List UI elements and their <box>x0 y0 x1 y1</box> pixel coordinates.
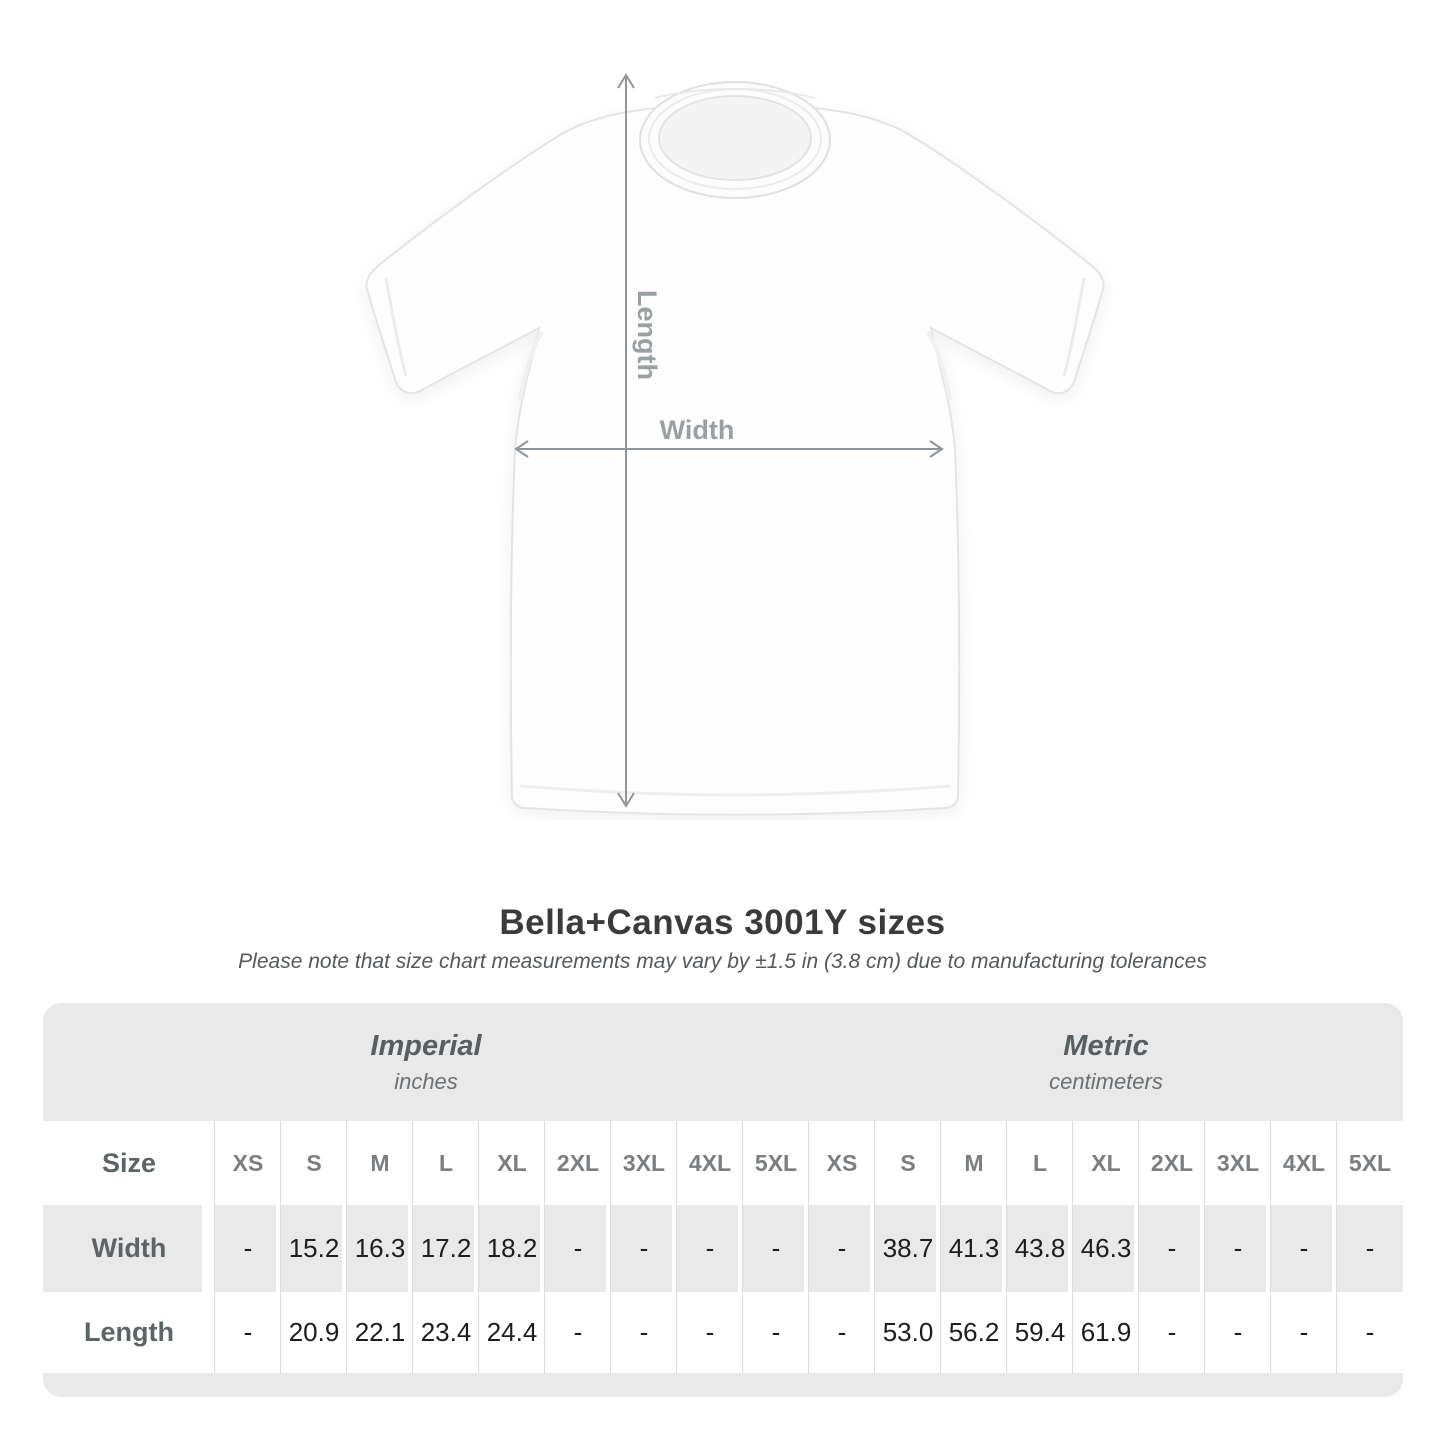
width-cell: 17.2 <box>413 1205 479 1292</box>
length-cell: - <box>1139 1292 1205 1373</box>
width-row-header: Width <box>43 1205 215 1292</box>
size-row-header: Size <box>43 1121 215 1205</box>
length-cell: - <box>809 1292 875 1373</box>
length-cell: - <box>545 1292 611 1373</box>
size-col-header: S <box>875 1121 941 1205</box>
length-cell: 23.4 <box>413 1292 479 1373</box>
width-cell: - <box>215 1205 281 1292</box>
size-col-header: 2XL <box>545 1121 611 1205</box>
size-col-header: XS <box>809 1121 875 1205</box>
width-cell: - <box>743 1205 809 1292</box>
size-col-header: 5XL <box>1337 1121 1403 1205</box>
width-cell: - <box>677 1205 743 1292</box>
size-table: Imperial inches Metric centimeters Size … <box>43 1003 1403 1397</box>
imperial-label: Imperial <box>370 1029 482 1062</box>
width-cell: 16.3 <box>347 1205 413 1292</box>
width-cell: 46.3 <box>1073 1205 1139 1292</box>
width-cell: 38.7 <box>875 1205 941 1292</box>
tshirt-collar <box>639 81 831 199</box>
size-col-header: M <box>941 1121 1007 1205</box>
width-cell: - <box>1271 1205 1337 1292</box>
width-cell: - <box>1139 1205 1205 1292</box>
metric-unit-label: centimeters <box>1049 1068 1163 1094</box>
imperial-section-header: Imperial inches <box>43 1003 809 1121</box>
tshirt-image: Length Width <box>365 73 1105 816</box>
width-cell: - <box>1205 1205 1271 1292</box>
length-cell: 22.1 <box>347 1292 413 1373</box>
size-col-header: S <box>281 1121 347 1205</box>
length-cell: - <box>1271 1292 1337 1373</box>
length-cell: - <box>1205 1292 1271 1373</box>
length-cell: 59.4 <box>1007 1292 1073 1373</box>
tshirt-measurement-diagram: Length Width <box>350 60 1120 820</box>
length-cell: - <box>677 1292 743 1373</box>
size-col-header: 4XL <box>1271 1121 1337 1205</box>
size-col-header: 5XL <box>743 1121 809 1205</box>
width-cell: 43.8 <box>1007 1205 1073 1292</box>
imperial-unit-label: inches <box>394 1068 458 1094</box>
width-label: Width <box>660 415 735 445</box>
width-arrow <box>514 440 944 458</box>
size-col-header: XS <box>215 1121 281 1205</box>
length-label: Length <box>632 290 662 380</box>
width-cell: - <box>1337 1205 1403 1292</box>
size-col-header: 2XL <box>1139 1121 1205 1205</box>
length-cell: 56.2 <box>941 1292 1007 1373</box>
width-cell: 18.2 <box>479 1205 545 1292</box>
metric-section-header: Metric centimeters <box>809 1003 1403 1121</box>
width-cell: - <box>809 1205 875 1292</box>
length-cell: 24.4 <box>479 1292 545 1373</box>
length-cell: 53.0 <box>875 1292 941 1373</box>
size-col-header: XL <box>1073 1121 1139 1205</box>
length-arrow <box>617 73 635 808</box>
length-cell: - <box>215 1292 281 1373</box>
width-cell: - <box>545 1205 611 1292</box>
metric-label: Metric <box>1063 1029 1149 1062</box>
page-title: Bella+Canvas 3001Y sizes <box>499 903 946 942</box>
size-col-header: 3XL <box>611 1121 677 1205</box>
tshirt-body <box>365 105 1105 816</box>
size-col-header: 3XL <box>1205 1121 1271 1205</box>
length-cell: - <box>611 1292 677 1373</box>
size-col-header: 4XL <box>677 1121 743 1205</box>
width-cell: 15.2 <box>281 1205 347 1292</box>
size-col-header: XL <box>479 1121 545 1205</box>
tolerance-note: Please note that size chart measurements… <box>238 950 1207 973</box>
length-cell: 61.9 <box>1073 1292 1139 1373</box>
length-cell: - <box>1337 1292 1403 1373</box>
width-cell: - <box>611 1205 677 1292</box>
table-footer-band <box>43 1373 1403 1397</box>
length-cell: - <box>743 1292 809 1373</box>
size-col-header: L <box>1007 1121 1073 1205</box>
size-col-header: M <box>347 1121 413 1205</box>
length-row-header: Length <box>43 1292 215 1373</box>
size-col-header: L <box>413 1121 479 1205</box>
length-cell: 20.9 <box>281 1292 347 1373</box>
width-cell: 41.3 <box>941 1205 1007 1292</box>
